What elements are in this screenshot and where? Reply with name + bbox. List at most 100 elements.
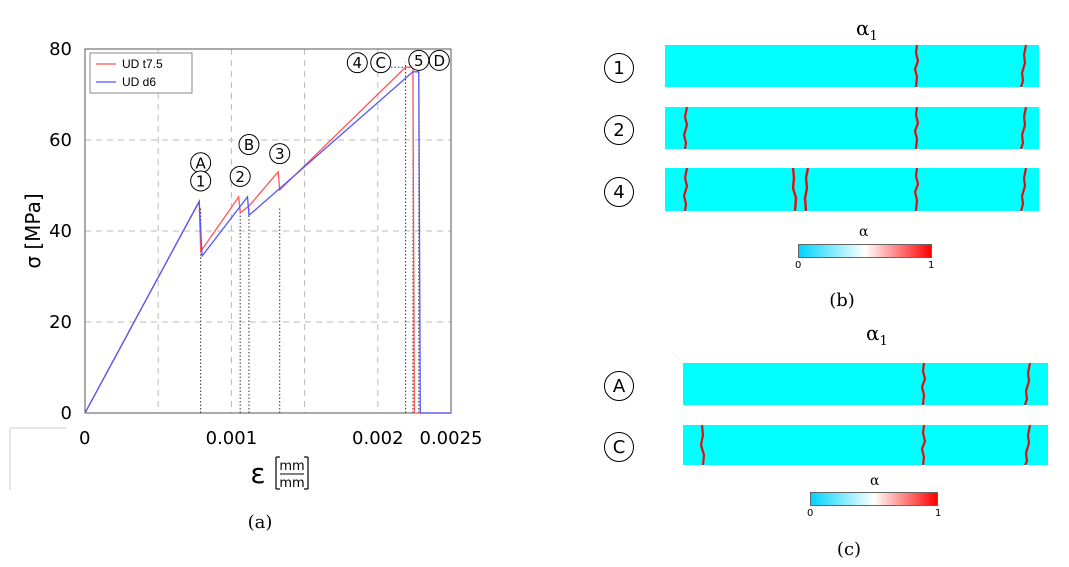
- crack-mark: [1019, 168, 1028, 211]
- x-axis-label: ε mm mm: [250, 456, 309, 491]
- y-tick-label: 40: [49, 221, 72, 242]
- marker-circle: [269, 143, 291, 165]
- point-markers: A1 2 B 3 4 C 5 D: [190, 49, 450, 192]
- marker-1: 1: [190, 170, 212, 192]
- marker-label: 1: [196, 172, 206, 190]
- colorbar-b-min: 0: [795, 260, 802, 271]
- x-axis-symbol: ε: [250, 457, 265, 490]
- marker-C: C: [370, 52, 392, 74]
- x-unit-numerator: mm: [279, 459, 304, 474]
- crack-strip-state-2: [665, 107, 1039, 149]
- crack-mark: [1024, 425, 1032, 465]
- panel-b-title-symbol: α: [856, 16, 870, 40]
- marker-4: 4: [346, 52, 368, 74]
- marker-circle: [229, 165, 251, 187]
- marker-3: 3: [269, 143, 291, 165]
- marker-circle: [346, 52, 368, 74]
- state-label-2: 2: [604, 115, 634, 145]
- x-tick-labels: 0 0.001 0.002 0.0025: [79, 428, 482, 449]
- crack-mark: [913, 168, 920, 211]
- crack-strip-state-1: [665, 45, 1039, 87]
- crack-mark: [913, 45, 920, 87]
- marker-guides: [200, 62, 420, 413]
- crack-strip-state-a: [683, 363, 1048, 405]
- x-unit-denominator: mm: [279, 476, 304, 491]
- marker-5: 5: [408, 49, 430, 71]
- x-tick-label: 0.001: [206, 428, 258, 449]
- crack-mark: [682, 107, 689, 149]
- stress-strain-chart: A1 2 B 3 4 C 5 D 0 0.001 0.002 0.0025 0 20 40 60 80 UD…: [9, 39, 482, 491]
- crack-mark: [913, 107, 920, 149]
- y-axis-label: σ [MPa]: [21, 193, 45, 268]
- colorbar-b: [798, 244, 932, 258]
- marker-2: 2: [229, 165, 251, 187]
- colorbar-c: [810, 492, 938, 506]
- marker-label: 2: [235, 168, 245, 186]
- state-label-c: C: [604, 432, 634, 462]
- marker-label: A: [196, 154, 207, 172]
- panel-c-title: α1: [866, 321, 888, 349]
- marker-D: D: [428, 49, 450, 71]
- marker-B: B: [238, 134, 260, 156]
- series-line-1: [84, 71, 451, 414]
- x-tick-label: 0.0025: [420, 428, 483, 449]
- crack-mark: [920, 363, 927, 405]
- colorbar-c-label: α: [870, 473, 880, 489]
- crack-lines: [913, 45, 1028, 87]
- x-tick-label: 0: [79, 428, 90, 449]
- caption-a: (a): [247, 512, 273, 533]
- crack-lines: [920, 363, 1032, 405]
- crack-mark: [920, 425, 927, 465]
- crack-mark: [699, 425, 706, 465]
- marker-label: 5: [414, 52, 424, 70]
- crack-lines: [682, 168, 1028, 211]
- crack-mark: [1019, 107, 1028, 149]
- x-tick-label: 0.002: [352, 428, 404, 449]
- legend: UD t7.5 UD d6: [89, 52, 193, 94]
- series-line-0: [84, 66, 451, 414]
- marker-circle: [370, 52, 392, 74]
- caption-c: (c): [836, 539, 862, 560]
- panel-b-title-subscript: 1: [869, 29, 878, 44]
- crack-strip-state-c: [683, 425, 1048, 465]
- crack-lines: [682, 107, 1028, 149]
- colorbar-b-max: 1: [928, 260, 935, 271]
- y-tick-label: 60: [49, 130, 72, 151]
- crack-mark: [1023, 363, 1032, 405]
- chart-grid: [85, 49, 451, 413]
- colorbar-c-min: 0: [807, 508, 814, 519]
- marker-label: D: [434, 52, 446, 70]
- crack-strip-state-4: [665, 168, 1039, 211]
- marker-label: B: [244, 136, 254, 154]
- plot-frame: [84, 48, 452, 414]
- y-tick-label: 80: [49, 39, 72, 60]
- crack-mark: [803, 168, 810, 211]
- marker-A: A: [190, 152, 212, 174]
- marker-circle: [428, 49, 450, 71]
- crack-mark: [682, 168, 689, 211]
- legend-box: [89, 52, 193, 94]
- colorbar-c-max: 1: [935, 508, 942, 519]
- marker-label: C: [375, 54, 385, 72]
- crack-lines: [699, 425, 1032, 465]
- state-label-4: 4: [604, 177, 634, 207]
- legend-label-ud-t75: UD t7.5: [122, 57, 163, 71]
- crack-mark: [791, 168, 798, 211]
- marker-label: 3: [275, 145, 285, 163]
- state-label-1: 1: [604, 53, 634, 83]
- caption-b: (b): [829, 290, 855, 311]
- y-tick-labels: 0 20 40 60 80: [49, 39, 72, 424]
- panel-c-title-subscript: 1: [879, 334, 888, 349]
- marker-circle: [238, 134, 260, 156]
- panel-c-title-symbol: α: [866, 321, 880, 345]
- legend-label-ud-d6: UD d6: [122, 75, 156, 89]
- marker-label: 4: [353, 54, 363, 72]
- panel-b-title: α1: [856, 16, 878, 44]
- marker-circle: [190, 170, 212, 192]
- y-tick-label: 20: [49, 312, 72, 333]
- crack-mark: [1019, 45, 1028, 87]
- state-label-a: A: [604, 371, 634, 401]
- chart-series: [84, 66, 451, 414]
- colorbar-b-label: α: [859, 224, 869, 240]
- y-tick-label: 0: [61, 403, 72, 424]
